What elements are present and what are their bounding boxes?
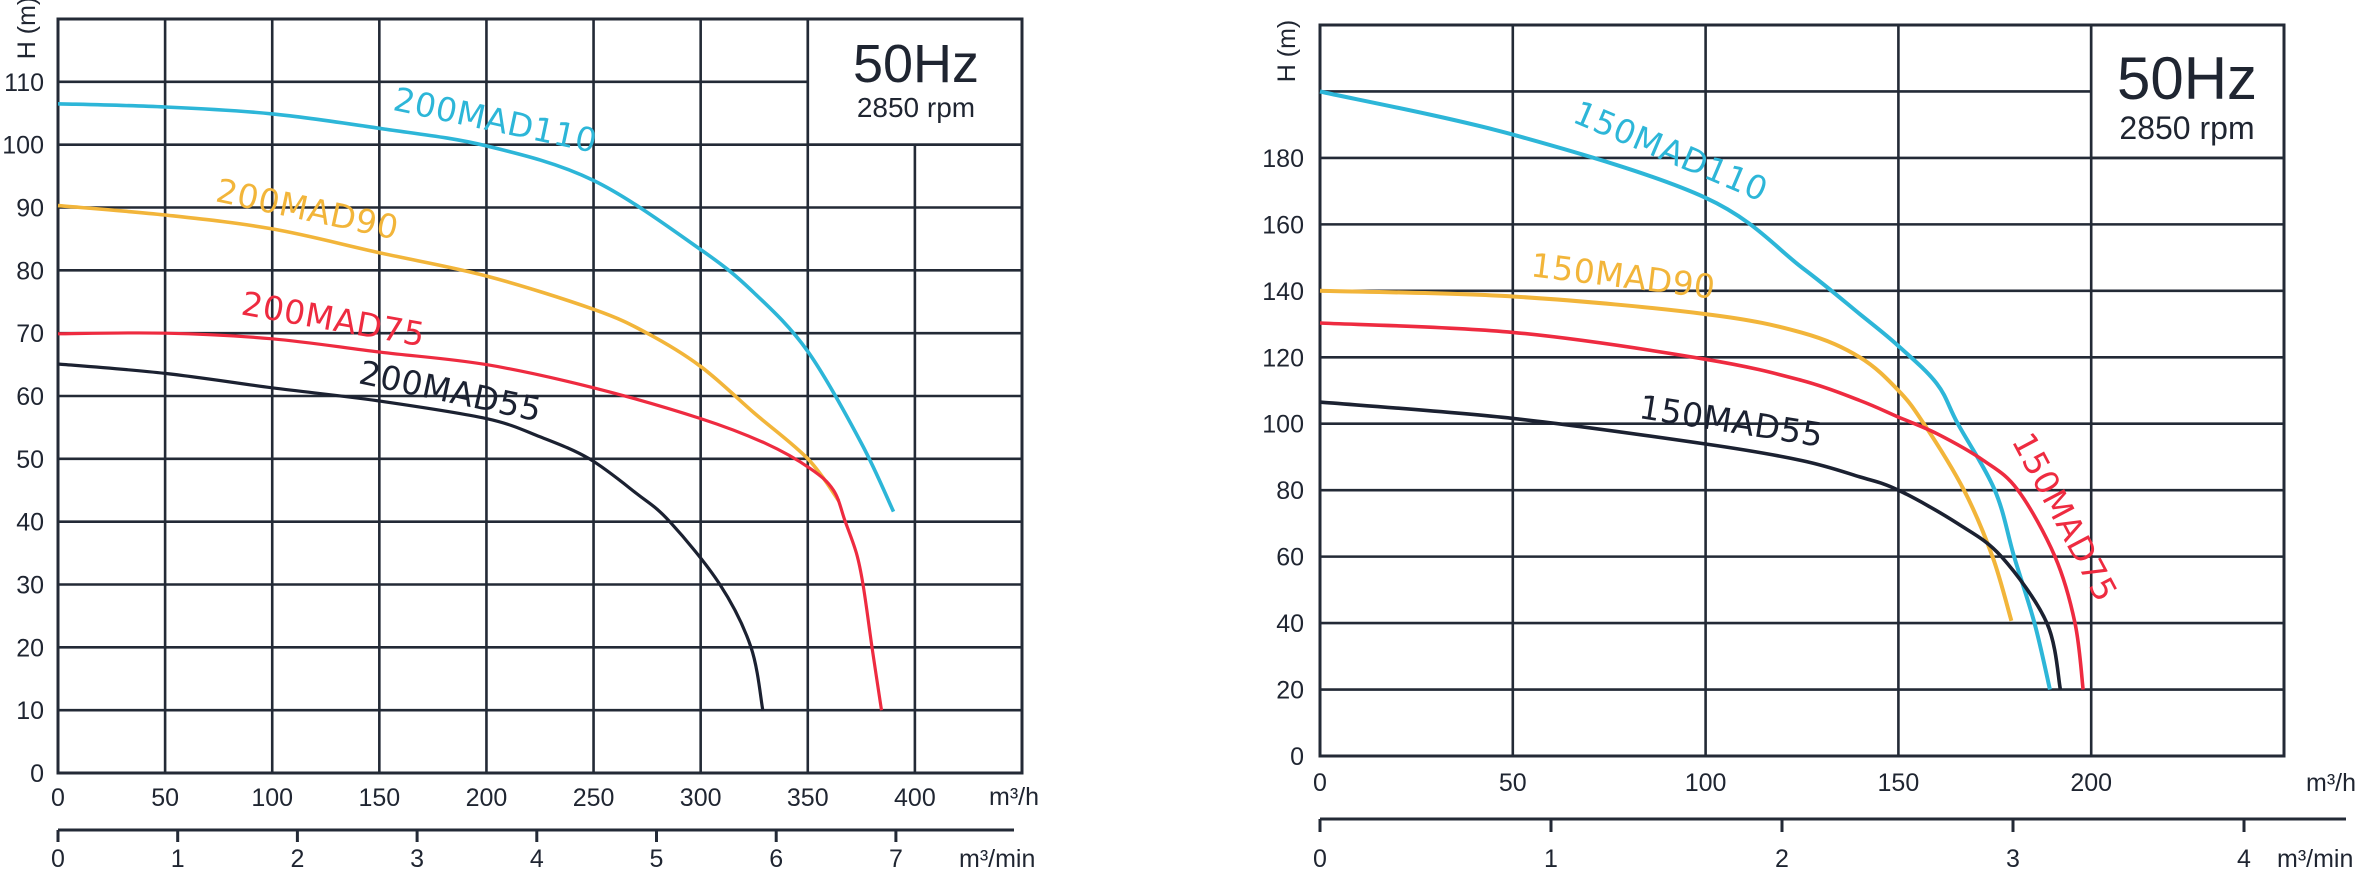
y-tick-label: 10 — [16, 697, 44, 725]
x2-tick-label: 0 — [51, 845, 65, 870]
grid-200mad — [56, 17, 1024, 775]
series-line-200mad110 — [57, 102, 896, 513]
x2-tick-label: 5 — [650, 845, 664, 870]
series-200mad — [57, 102, 896, 711]
series-label-150mad55: 150MAD55 — [1637, 387, 1826, 455]
x2-tick-label: 2 — [1775, 845, 1789, 870]
series-label-150mad110: 150MAD110 — [1568, 93, 1774, 210]
series-150mad — [1319, 89, 2085, 690]
y-tick-label: 100 — [2, 132, 44, 160]
plot-frame — [1318, 23, 2286, 758]
x-tick-label: 200 — [466, 784, 508, 812]
x2-unit-label-m3min: m³/min — [2277, 845, 2353, 870]
x-tick-label: 100 — [1685, 769, 1727, 797]
x2-tick-label: 4 — [2237, 845, 2251, 870]
x2-tick-label: 6 — [769, 845, 783, 870]
y-tick-labels-150mad: 0 20 40 60 80 100 120 140 160 180 — [1262, 145, 1304, 771]
y-tick-label: 80 — [1276, 477, 1304, 505]
x-tick-label: 200 — [2070, 769, 2112, 797]
secondary-axis-150mad: 0 1 2 3 4 — [1313, 817, 2346, 870]
x-tick-label: 50 — [1499, 769, 1527, 797]
plot-frame — [56, 17, 1024, 775]
x-unit-label-m3h: m³/h — [2306, 769, 2356, 797]
speed-label: 2850 rpm — [2119, 110, 2254, 146]
secondary-axis-200mad: 0 1 2 3 4 5 6 7 — [51, 828, 1014, 870]
x-tick-label: 400 — [894, 784, 936, 812]
x2-tick-label: 7 — [889, 845, 903, 870]
series-line-150mad90 — [1319, 288, 2014, 622]
x2-tick-label: 3 — [410, 845, 424, 870]
y-tick-label: 60 — [1276, 544, 1304, 572]
x-tick-label: 150 — [1878, 769, 1920, 797]
x-tick-label: 100 — [251, 784, 293, 812]
y-tick-label: 180 — [1262, 145, 1304, 173]
x-tick-label: 250 — [573, 784, 615, 812]
y-axis-title: H (m) — [13, 0, 41, 59]
x-tick-label: 300 — [680, 784, 722, 812]
grid-150mad — [1318, 23, 2286, 758]
frequency-label: 50Hz — [853, 34, 979, 94]
y-axis-title: H (m) — [1273, 20, 1301, 82]
x-unit-label-m3h: m³/h — [989, 783, 1039, 811]
x-tick-label: 0 — [51, 784, 65, 812]
series-label-200mad55: 200MAD55 — [356, 353, 545, 430]
x2-unit-label-m3min: m³/min — [959, 845, 1035, 870]
series-label-200mad75: 200MAD75 — [239, 284, 428, 355]
series-line-200mad75 — [57, 331, 884, 711]
y-tick-label: 100 — [1262, 411, 1304, 439]
x-tick-label: 50 — [151, 784, 179, 812]
y-tick-label: 60 — [16, 383, 44, 411]
y-tick-label: 160 — [1262, 211, 1304, 239]
series-line-150mad55 — [1319, 400, 2063, 690]
x-tick-label: 0 — [1313, 769, 1327, 797]
y-tick-labels-200mad: 0 10 20 30 40 50 60 70 80 90 100 110 — [2, 69, 44, 788]
x2-tick-label: 0 — [1313, 845, 1327, 870]
y-tick-label: 120 — [1262, 344, 1304, 372]
y-tick-label: 110 — [4, 69, 44, 97]
x-tick-labels-150mad: 0 50 100 150 200 — [1313, 769, 2112, 797]
y-tick-label: 50 — [16, 446, 44, 474]
y-tick-label: 90 — [16, 195, 44, 223]
y-tick-label: 20 — [1276, 677, 1304, 705]
series-line-150mad110 — [1319, 89, 2052, 690]
y-tick-label: 30 — [16, 572, 44, 600]
y-tick-label: 20 — [16, 634, 44, 662]
x2-tick-label: 4 — [530, 845, 544, 870]
y-tick-label: 40 — [1276, 610, 1304, 638]
x2-tick-label: 1 — [171, 845, 185, 870]
x2-tick-label: 1 — [1544, 845, 1558, 870]
frequency-label: 50Hz — [2117, 45, 2257, 112]
x2-tick-label: 3 — [2006, 845, 2020, 870]
y-tick-label: 80 — [16, 257, 44, 285]
y-tick-label: 0 — [1290, 743, 1304, 771]
x-tick-labels-200mad: 0 50 100 150 200 250 300 350 400 — [51, 784, 936, 812]
y-tick-label: 0 — [30, 760, 44, 788]
speed-label: 2850 rpm — [857, 92, 975, 123]
x2-tick-label: 2 — [290, 845, 304, 870]
x-tick-label: 350 — [787, 784, 829, 812]
series-line-200mad90 — [57, 203, 841, 502]
y-tick-label: 70 — [16, 320, 44, 348]
x-tick-label: 150 — [358, 784, 400, 812]
y-tick-label: 40 — [16, 509, 44, 537]
series-line-150mad75 — [1319, 321, 2085, 690]
y-tick-label: 140 — [1262, 278, 1304, 306]
series-line-200mad55 — [57, 362, 765, 711]
